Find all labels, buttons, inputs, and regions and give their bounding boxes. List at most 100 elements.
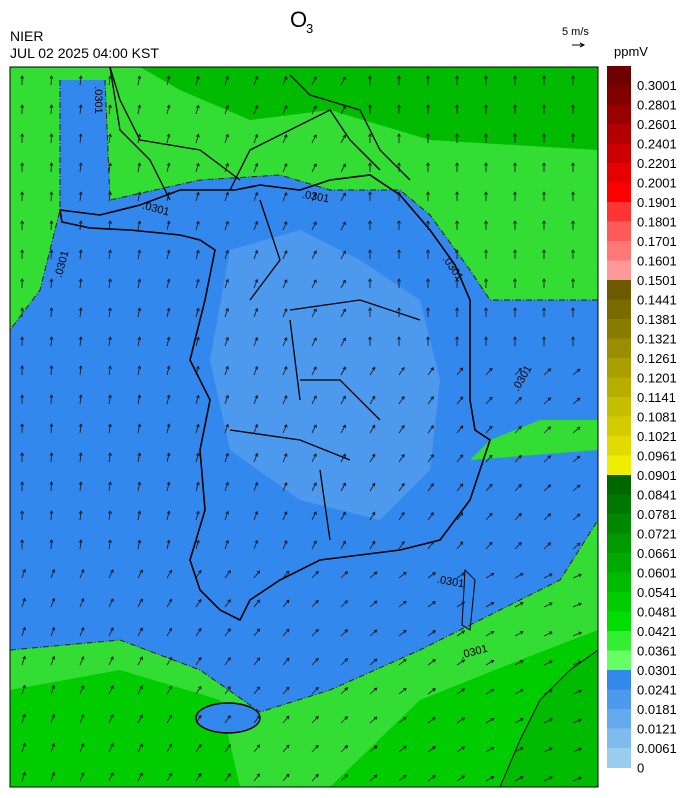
wind-arrow bbox=[369, 511, 376, 521]
wind-arrow bbox=[514, 573, 524, 579]
wind-arrow bbox=[514, 776, 524, 782]
colorbar-tick-label: 0.0661 bbox=[637, 546, 677, 561]
wind-arrow bbox=[484, 336, 488, 346]
wind-arrow bbox=[514, 368, 522, 376]
wind-arrow bbox=[253, 715, 261, 724]
wind-arrow bbox=[108, 307, 112, 318]
wind-arrow bbox=[426, 191, 430, 201]
wind-arrow bbox=[543, 368, 552, 376]
wind-arrow bbox=[78, 191, 83, 202]
wind-arrow bbox=[20, 510, 25, 521]
wind-arrow bbox=[79, 569, 85, 579]
wind-arrow bbox=[282, 337, 288, 347]
wind-arrow bbox=[513, 104, 517, 114]
wind-arrow bbox=[456, 425, 464, 434]
wind-arrow bbox=[340, 540, 346, 550]
wind-arrow bbox=[78, 278, 83, 289]
wind-arrow bbox=[368, 307, 372, 317]
colorbar-cell bbox=[607, 533, 631, 554]
wind-arrow bbox=[195, 714, 202, 724]
wind-arrow bbox=[224, 481, 229, 492]
wind-arrow bbox=[484, 104, 488, 114]
wind-arrow bbox=[427, 717, 436, 724]
colorbar-cell bbox=[607, 104, 631, 125]
wind-arrow bbox=[542, 162, 546, 172]
colorbar-tick-label: 0.0541 bbox=[637, 585, 677, 600]
wind-arrow bbox=[456, 541, 464, 550]
colorbar-cell bbox=[607, 514, 631, 534]
wind-arrow bbox=[484, 220, 488, 230]
wind-arrow bbox=[195, 133, 200, 144]
colorbar-cell bbox=[607, 66, 631, 86]
wind-arrow bbox=[253, 336, 259, 347]
wind-arrow bbox=[311, 308, 317, 318]
wind-arrow bbox=[166, 627, 173, 637]
wind-arrow bbox=[572, 631, 582, 637]
wind-arrow bbox=[49, 365, 54, 376]
wind-arrow bbox=[543, 455, 552, 463]
wind-arrow bbox=[137, 191, 142, 202]
wind-arrow bbox=[397, 278, 401, 288]
wind-arrow bbox=[195, 394, 200, 405]
colorbar-cell bbox=[607, 709, 631, 729]
wind-arrow bbox=[195, 220, 200, 231]
wind-arrow bbox=[108, 249, 112, 260]
wind-arrow bbox=[78, 336, 83, 347]
wind-arrow bbox=[49, 539, 54, 550]
colorbar-tick-label: 0.1901 bbox=[637, 195, 677, 210]
wind-arrow bbox=[79, 743, 85, 753]
wind-arrow bbox=[514, 513, 522, 521]
wind-arrow bbox=[340, 629, 349, 637]
wind-arrow bbox=[397, 336, 401, 346]
wind-arrow bbox=[108, 685, 114, 695]
wind-arrow bbox=[253, 628, 261, 637]
wind-arrow bbox=[484, 162, 488, 172]
wind-arrow bbox=[21, 742, 26, 753]
wind-arrow bbox=[224, 452, 229, 463]
wind-arrow bbox=[195, 278, 200, 289]
wind-arrow bbox=[514, 455, 522, 463]
wind-arrow bbox=[166, 162, 171, 173]
wind-arrow bbox=[398, 571, 407, 579]
datetime: JUL 02 2025 04:00 KST bbox=[10, 45, 159, 61]
wind-arrow bbox=[253, 278, 259, 289]
wind-arrow bbox=[513, 162, 517, 172]
wind-arrow bbox=[543, 689, 553, 695]
colorbar-cell bbox=[607, 748, 631, 768]
wind-arrow bbox=[49, 249, 54, 260]
wind-arrow bbox=[224, 394, 229, 405]
wind-arrow bbox=[21, 626, 26, 637]
wind-arrow bbox=[456, 659, 466, 666]
wind-arrow bbox=[224, 162, 229, 173]
wind-arrow bbox=[20, 394, 25, 405]
wind-scale-arrowhead bbox=[579, 42, 586, 48]
wind-arrow bbox=[398, 453, 405, 463]
wind-arrow bbox=[571, 278, 575, 288]
wind-arrow bbox=[137, 162, 142, 173]
wind-arrow bbox=[166, 481, 171, 492]
wind-arrow bbox=[78, 539, 83, 550]
wind-arrow bbox=[195, 75, 200, 86]
wind-arrow bbox=[369, 424, 376, 434]
wind-arrow bbox=[20, 104, 25, 115]
wind-arrow bbox=[311, 366, 317, 376]
wind-arrow bbox=[166, 104, 171, 115]
wind-arrow bbox=[78, 307, 83, 318]
wind-arrow bbox=[137, 569, 143, 579]
wind-arrow bbox=[50, 597, 56, 608]
wind-arrow bbox=[572, 747, 582, 753]
wind-arrow bbox=[542, 249, 546, 259]
wind-arrow bbox=[137, 423, 142, 434]
wind-arrow bbox=[311, 221, 317, 231]
wind-arrow bbox=[513, 307, 517, 317]
wind-arrow bbox=[108, 278, 112, 289]
wind-arrow bbox=[543, 484, 552, 492]
wind-arrow bbox=[369, 366, 376, 376]
wind-arrow bbox=[49, 162, 54, 173]
wind-arrow bbox=[166, 685, 173, 695]
wind-arrow bbox=[282, 657, 290, 666]
wind-arrow bbox=[78, 75, 83, 86]
wind-arrow bbox=[137, 772, 143, 782]
wind-arrow bbox=[253, 307, 259, 318]
wind-arrow bbox=[108, 510, 112, 521]
